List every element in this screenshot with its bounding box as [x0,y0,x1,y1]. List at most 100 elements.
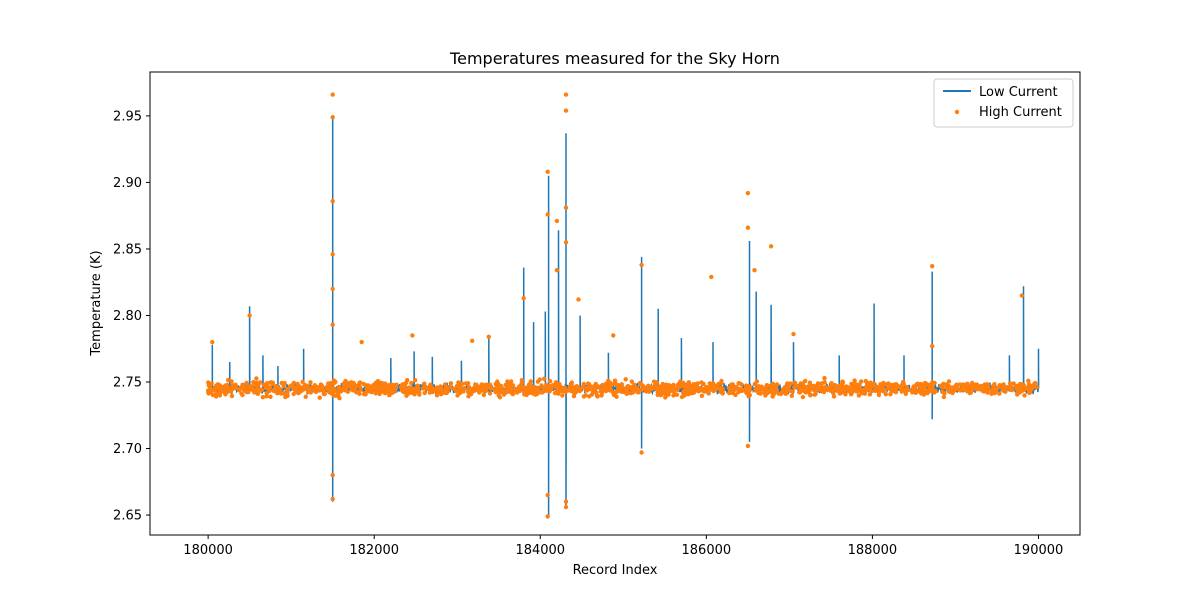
high-current-point [843,392,848,397]
high-current-point [821,389,827,395]
high-current-point [457,387,462,392]
high-current-point [612,378,618,383]
high-current-point [415,383,420,388]
high-current-point [246,388,251,393]
axes-frame [149,71,1081,536]
high-current-point [605,384,610,390]
high-current-point [319,383,324,388]
high-current-outlier-point [545,169,550,174]
high-current-point [507,389,512,394]
high-current-point [560,393,565,398]
high-current-point [671,393,676,398]
y-tick-label: 2.85 [113,242,142,257]
high-current-outlier-point [563,504,569,510]
high-current-point [1001,388,1006,393]
high-current-point [670,384,675,389]
high-current-point [529,385,535,391]
y-tick-label: 2.75 [113,375,142,390]
high-current-point [400,388,405,394]
high-current-point [997,391,1002,396]
high-current-point [493,386,498,391]
high-current-point [333,388,338,394]
high-current-point [939,384,945,390]
high-current-point [710,384,715,389]
high-current-point [291,391,296,397]
high-current-point [567,384,573,390]
high-current-point [930,380,935,385]
high-current-point [510,391,516,397]
high-current-point [852,378,857,383]
high-current-point [822,375,827,381]
high-current-point [513,386,518,392]
high-current-point [212,387,217,393]
high-current-point [324,386,330,391]
high-current-point [680,383,685,389]
high-current-outlier-point [545,212,550,217]
high-current-point [989,391,994,396]
high-current-outlier-point [554,268,560,273]
high-current-point [884,382,889,387]
high-current-point [962,387,967,392]
high-current-point [308,390,313,395]
high-current-point [519,381,524,386]
high-current-point [844,387,849,392]
high-current-point [571,393,577,399]
high-current-point [770,381,775,386]
high-current-point [899,387,904,392]
high-current-point [1026,378,1031,383]
high-current-point [481,392,486,398]
high-current-point [686,380,691,385]
high-current-point [946,386,951,391]
high-current-point [343,378,348,384]
high-current-point [762,386,768,391]
high-current-point [413,378,418,383]
high-current-point [329,391,334,396]
high-current-point [1027,385,1032,391]
high-current-outlier-point [563,240,569,245]
high-current-point [920,389,926,394]
high-current-point [214,383,219,388]
high-current-point [229,379,234,384]
high-current-point [553,380,559,385]
high-current-point [479,382,484,387]
high-current-point [559,388,564,394]
high-current-point [629,379,635,384]
high-current-point [716,386,721,391]
high-current-outlier-point [768,244,774,249]
x-axis: 180000 182000 184000 186000 188000 190000 [183,535,1063,558]
high-current-point [706,388,711,393]
high-current-point [556,391,561,396]
high-current-outlier-point [330,252,335,257]
high-current-point [986,383,991,388]
high-current-point [867,392,873,397]
high-current-point [803,387,808,393]
high-current-point [918,386,924,391]
x-tick-label: 182000 [349,543,399,558]
high-current-point [595,394,600,399]
high-current-point [674,387,680,392]
high-current-point [240,392,245,398]
high-current-point [217,393,223,398]
high-current-point [517,387,523,392]
high-current-point [699,393,705,398]
high-current-point [856,393,861,398]
high-current-point [584,386,589,391]
high-current-point [828,388,833,393]
high-current-point [832,382,838,388]
high-current-point [753,388,758,393]
high-current-outlier-point [576,297,581,302]
high-current-point [752,381,757,387]
high-current-outlier-point [210,339,215,345]
high-current-point [226,377,231,383]
high-current-outlier-point [359,339,364,345]
high-current-point [1027,390,1032,396]
high-current-outlier-point [611,333,616,338]
high-current-point [223,383,228,388]
high-current-point [388,387,393,392]
high-current-point [300,385,305,390]
high-current-outlier-point [745,190,751,196]
high-current-point [354,383,359,389]
high-current-point [545,384,550,389]
high-current-point [941,394,947,400]
high-current-point [758,391,763,396]
